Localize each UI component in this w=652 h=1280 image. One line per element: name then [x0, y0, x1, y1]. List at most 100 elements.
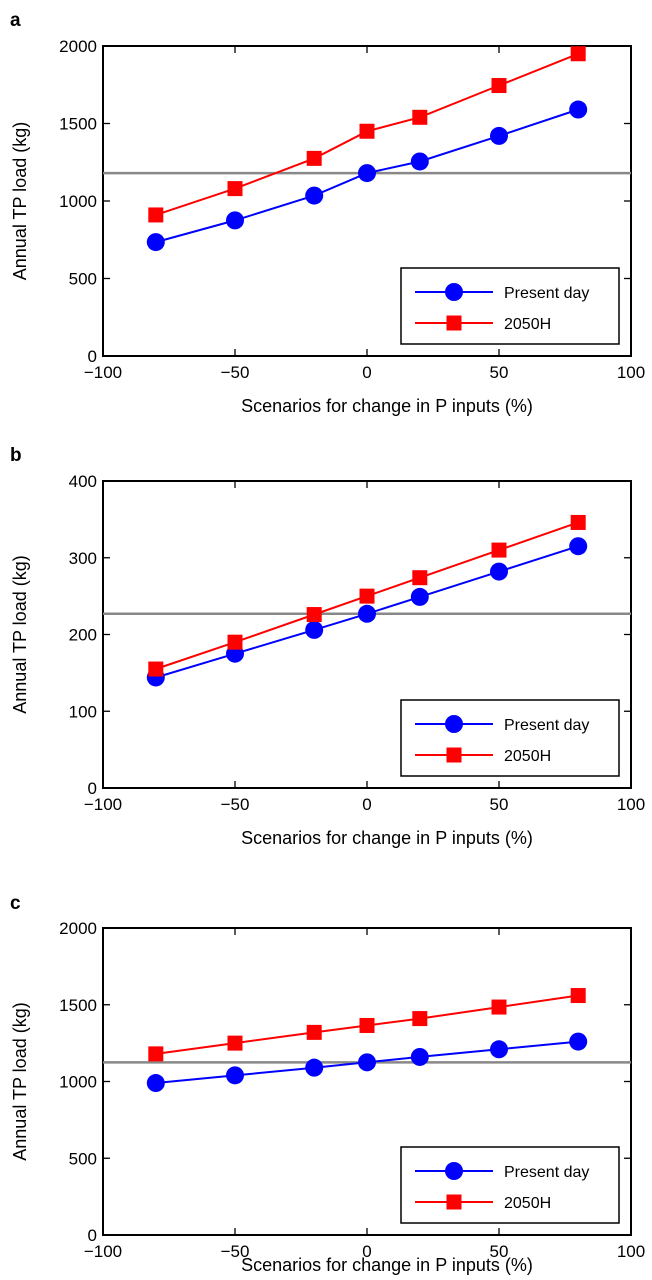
legend-label: 2050H — [504, 316, 551, 333]
x-tick-label: 0 — [362, 363, 371, 382]
y-tick-label: 0 — [88, 1226, 97, 1245]
x-tick-label: 0 — [362, 795, 371, 814]
y-tick-label: 100 — [69, 702, 97, 721]
y-axis-title: Annual TP load (kg) — [10, 555, 30, 713]
data-point-circle — [305, 1058, 324, 1077]
data-point-circle — [146, 233, 165, 252]
x-tick-label: 0 — [362, 1242, 371, 1261]
x-tick-label: 100 — [617, 363, 645, 382]
y-tick-label: 500 — [69, 270, 97, 289]
x-axis-title: Scenarios for change in P inputs (%) — [241, 1255, 533, 1275]
x-tick-label: −50 — [221, 795, 250, 814]
legend: Present day 2050H — [400, 699, 620, 777]
legend-swatch-circle — [445, 283, 463, 301]
legend-swatch-circle — [445, 715, 463, 733]
data-point-circle — [305, 186, 324, 205]
data-point-circle — [490, 562, 508, 581]
y-tick-label: 200 — [69, 626, 97, 645]
data-point-square — [491, 78, 507, 94]
legend-label: Present day — [504, 1164, 589, 1181]
data-point-circle — [490, 1040, 508, 1059]
data-point-square — [227, 634, 243, 650]
data-point-square — [148, 1046, 164, 1062]
data-point-circle — [146, 1074, 165, 1093]
data-point-square — [491, 542, 507, 558]
y-tick-label: 2000 — [59, 919, 97, 938]
y-tick-label: 0 — [88, 347, 97, 366]
y-tick-label: 1000 — [59, 192, 97, 211]
x-tick-label: 100 — [617, 795, 645, 814]
x-tick-label: 100 — [617, 1242, 645, 1261]
x-tick-label: −50 — [221, 363, 250, 382]
legend: Present day 2050H — [400, 267, 620, 345]
data-point-circle — [226, 1066, 244, 1085]
y-tick-label: 0 — [88, 779, 97, 798]
y-tick-label: 1500 — [59, 115, 97, 134]
legend-box — [400, 267, 620, 345]
data-point-circle — [410, 587, 429, 606]
data-point-circle — [490, 126, 508, 145]
x-tick-label: −100 — [84, 363, 122, 382]
data-point-circle — [358, 604, 376, 623]
data-point-square — [570, 514, 586, 530]
data-point-square — [359, 1017, 375, 1033]
x-tick-label: 50 — [490, 1242, 509, 1261]
data-point-square — [227, 1035, 243, 1051]
data-point-square — [306, 1024, 322, 1040]
y-tick-label: 1500 — [59, 996, 97, 1015]
data-point-square — [570, 988, 586, 1004]
panel-letter: a — [10, 10, 21, 31]
data-point-square — [148, 661, 164, 677]
data-point-square — [412, 109, 428, 125]
data-point-square — [306, 607, 322, 623]
data-point-circle — [569, 537, 588, 556]
y-tick-label: 1000 — [59, 1073, 97, 1092]
data-point-square — [570, 46, 586, 62]
data-point-circle — [305, 620, 324, 639]
y-axis-title: Annual TP load (kg) — [10, 1002, 30, 1160]
legend-swatch-circle — [445, 1162, 463, 1180]
data-point-circle — [226, 211, 244, 230]
legend-label: Present day — [504, 717, 589, 734]
legend: Present day 2050H — [400, 1146, 620, 1224]
data-point-square — [491, 999, 507, 1015]
data-point-square — [412, 570, 428, 586]
panel-letter: c — [10, 893, 21, 914]
data-point-square — [412, 1011, 428, 1027]
data-point-circle — [569, 100, 588, 119]
data-point-circle — [358, 164, 376, 183]
x-axis-title: Scenarios for change in P inputs (%) — [241, 828, 533, 848]
legend-swatch-square — [446, 1194, 462, 1210]
x-tick-label: 50 — [490, 795, 509, 814]
y-tick-label: 400 — [69, 472, 97, 491]
legend-box — [400, 1146, 620, 1224]
chart-panel-c: c−100 −50 0 50 1000500100015002000Scenarios … — [10, 893, 645, 1275]
chart-panel-b: b −100 −50 0 50 100 0 100 200 300 400 Scenarios for… — [10, 445, 645, 848]
legend-label: Present day — [504, 285, 589, 302]
data-point-square — [148, 207, 164, 223]
x-tick-label: −100 — [84, 1242, 122, 1261]
data-point-circle — [410, 1047, 429, 1066]
legend-label: 2050H — [504, 748, 551, 765]
chart-panel-a: a−100 −50 0 50 1000500100015002000Scenarios … — [10, 10, 645, 416]
panel-letter: b — [10, 445, 22, 466]
x-tick-label: −100 — [84, 795, 122, 814]
data-point-square — [359, 123, 375, 139]
x-tick-label: −50 — [221, 1242, 250, 1261]
y-tick-label: 2000 — [59, 37, 97, 56]
y-axis-title: Annual TP load (kg) — [10, 122, 30, 280]
y-tick-label: 300 — [69, 549, 97, 568]
x-tick-label: 50 — [490, 363, 509, 382]
data-point-square — [306, 150, 322, 166]
legend-swatch-square — [446, 747, 462, 763]
legend-label: 2050H — [504, 1195, 551, 1212]
y-tick-label: 500 — [69, 1149, 97, 1168]
legend-box — [400, 699, 620, 777]
data-point-circle — [569, 1032, 588, 1051]
data-point-square — [227, 181, 243, 197]
legend-swatch-square — [446, 315, 462, 331]
x-axis-title: Scenarios for change in P inputs (%) — [241, 396, 533, 416]
data-point-square — [359, 588, 375, 604]
data-point-circle — [358, 1053, 376, 1072]
